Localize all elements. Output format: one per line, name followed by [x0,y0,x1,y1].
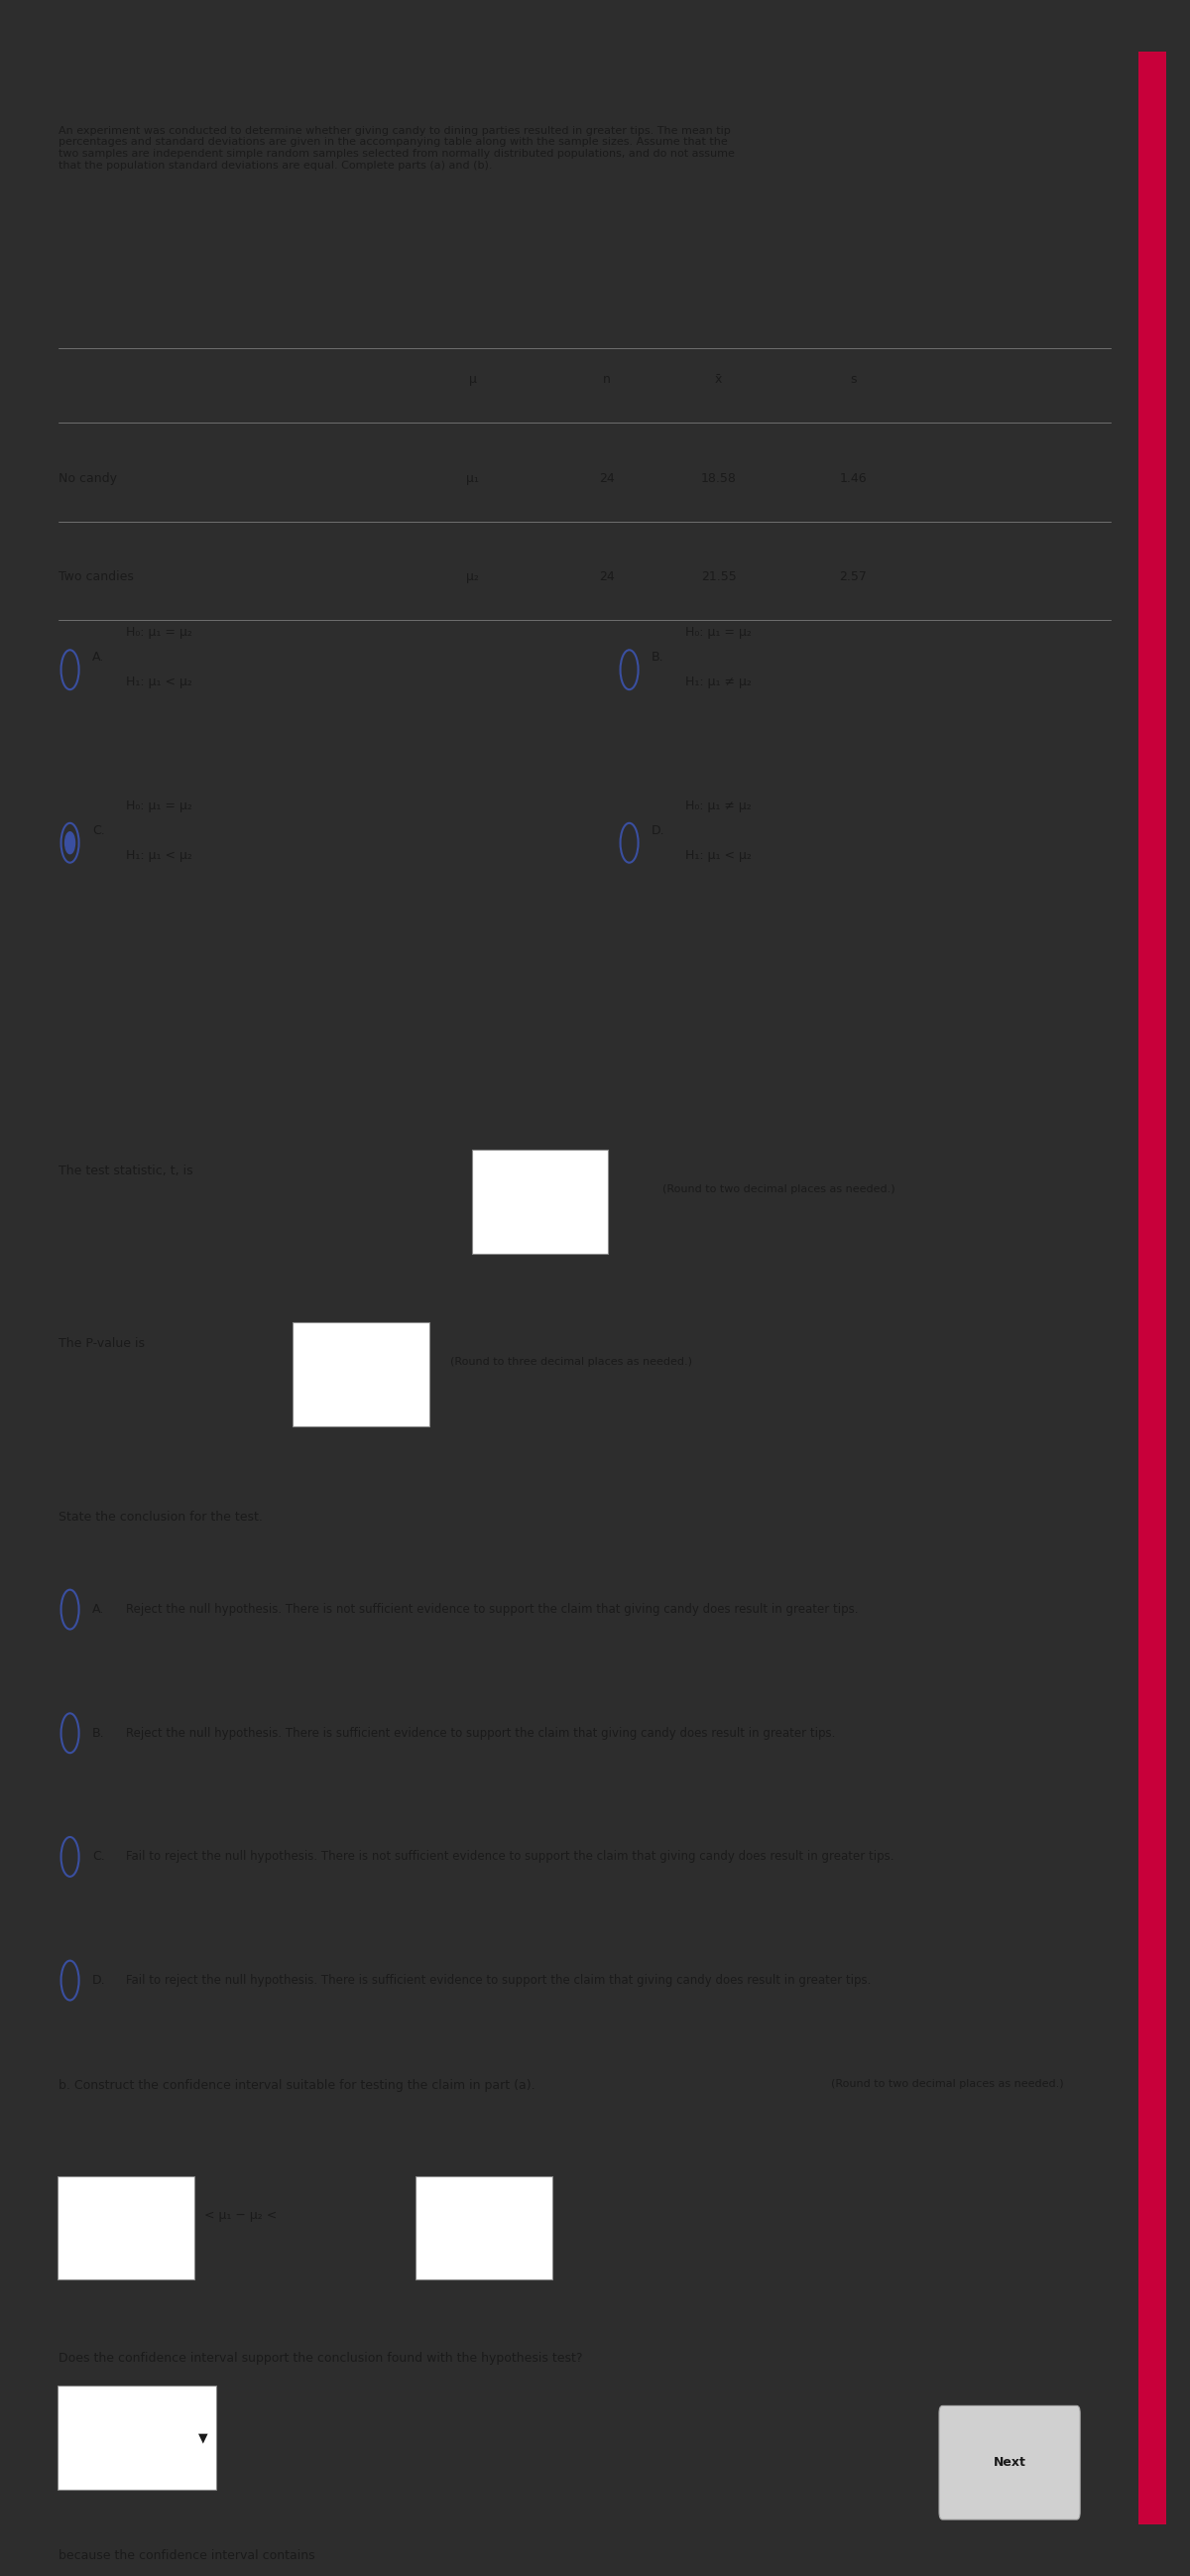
Text: H₀: μ₁ = μ₂: H₀: μ₁ = μ₂ [126,799,193,811]
Text: Fail to reject the null hypothesis. There is not sufficient evidence to support : Fail to reject the null hypothesis. Ther… [126,1850,894,1862]
FancyBboxPatch shape [1138,52,1166,2524]
FancyBboxPatch shape [293,1321,430,1427]
Text: D.: D. [652,824,665,837]
Text: 18.58: 18.58 [701,471,737,484]
Text: An experiment was conducted to determine whether giving candy to dining parties : An experiment was conducted to determine… [58,126,735,170]
Text: C.: C. [93,824,105,837]
Text: A.: A. [93,1602,105,1615]
Text: B.: B. [652,652,664,665]
Text: (Round to two decimal places as needed.): (Round to two decimal places as needed.) [831,2079,1064,2089]
Text: The P-value is: The P-value is [58,1337,145,1350]
Text: No candy: No candy [58,471,118,484]
Text: 24: 24 [599,572,615,585]
Text: s: s [850,374,857,386]
Text: Two candies: Two candies [58,572,134,585]
Text: C.: C. [93,1850,105,1862]
Text: H₁: μ₁ < μ₂: H₁: μ₁ < μ₂ [685,848,752,863]
Text: x̄: x̄ [715,374,722,386]
FancyBboxPatch shape [516,2548,854,2576]
Text: μ: μ [469,374,476,386]
Text: H₀: μ₁ ≠ μ₂: H₀: μ₁ ≠ μ₂ [685,799,751,811]
Text: Fail to reject the null hypothesis. There is sufficient evidence to support the : Fail to reject the null hypothesis. Ther… [126,1973,871,1986]
Text: H₀: μ₁ = μ₂: H₀: μ₁ = μ₂ [126,626,193,639]
Text: (Round to three decimal places as needed.): (Round to three decimal places as needed… [450,1358,693,1368]
Text: A.: A. [93,652,105,665]
Text: H₀: μ₁ = μ₂: H₀: μ₁ = μ₂ [685,626,752,639]
Text: μ₁: μ₁ [466,471,480,484]
Text: (Round to two decimal places as needed.): (Round to two decimal places as needed.) [663,1185,896,1195]
Circle shape [65,832,75,853]
Text: H₁: μ₁ < μ₂: H₁: μ₁ < μ₂ [126,848,193,863]
Text: μ₂: μ₂ [466,572,480,585]
Text: b. Construct the confidence interval suitable for testing the claim in part (a).: b. Construct the confidence interval sui… [58,2079,536,2092]
Text: because the confidence interval contains: because the confidence interval contains [58,2550,315,2563]
Text: n: n [603,374,610,386]
FancyBboxPatch shape [471,1149,608,1255]
Text: Reject the null hypothesis. There is sufficient evidence to support the claim th: Reject the null hypothesis. There is suf… [126,1726,835,1739]
FancyBboxPatch shape [57,2177,194,2280]
Text: B.: B. [93,1726,105,1739]
Text: D.: D. [93,1973,106,1986]
FancyBboxPatch shape [415,2177,552,2280]
Text: 2.57: 2.57 [839,572,866,585]
Text: 1.46: 1.46 [839,471,866,484]
Text: ▼: ▼ [199,2432,208,2445]
FancyBboxPatch shape [57,2385,217,2491]
Text: 24: 24 [599,471,615,484]
Text: State the conclusion for the test.: State the conclusion for the test. [58,1510,263,1522]
Text: Reject the null hypothesis. There is not sufficient evidence to support the clai: Reject the null hypothesis. There is not… [126,1602,858,1615]
FancyBboxPatch shape [939,2406,1081,2519]
Text: The test statistic, t, is: The test statistic, t, is [58,1164,193,1177]
Text: 21.55: 21.55 [701,572,737,585]
Text: H₁: μ₁ < μ₂: H₁: μ₁ < μ₂ [126,675,193,688]
Text: < μ₁ − μ₂ <: < μ₁ − μ₂ < [205,2208,277,2223]
Text: Next: Next [994,2455,1026,2470]
Text: H₁: μ₁ ≠ μ₂: H₁: μ₁ ≠ μ₂ [685,675,752,688]
Text: Does the confidence interval support the conclusion found with the hypothesis te: Does the confidence interval support the… [58,2352,583,2365]
